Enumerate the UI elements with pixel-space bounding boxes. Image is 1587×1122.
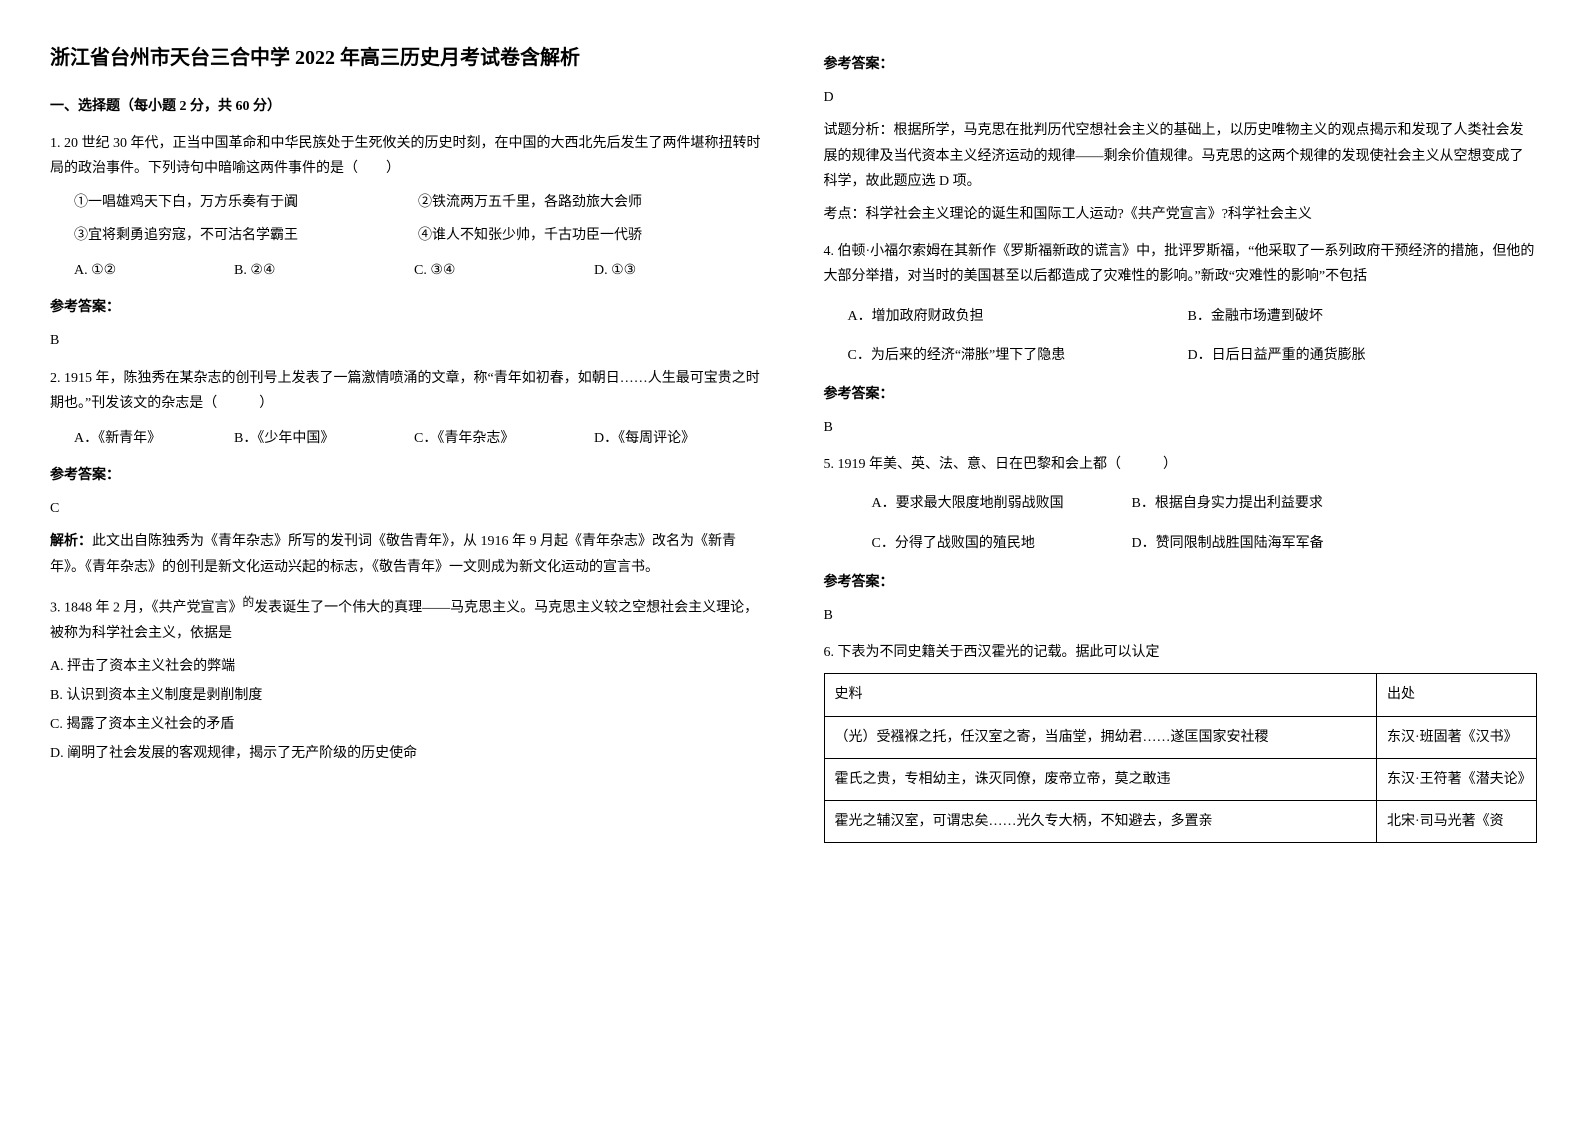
q3-choice-a: A. 抨击了资本主义社会的弊端: [50, 654, 764, 679]
question-1: 1. 20 世纪 30 年代，正当中国革命和中华民族处于生死攸关的历史时刻，在中…: [50, 131, 764, 283]
section-header: 一、选择题（每小题 2 分，共 60 分）: [50, 94, 764, 119]
q2-answer: C: [50, 496, 764, 521]
question-2: 2. 1915 年，陈独秀在某杂志的创刊号上发表了一篇激情喷涌的文章，称“青年如…: [50, 366, 764, 452]
q2-choice-a: A．《新青年》: [74, 426, 234, 451]
q3-choice-b: B. 认识到资本主义制度是剥削制度: [50, 683, 764, 708]
r3c2: 北宋·司马光著《资: [1377, 800, 1537, 842]
q5-text: 5. 1919 年美、英、法、意、日在巴黎和会上都（ ）: [824, 452, 1538, 477]
table-row: 霍光之辅汉室，可谓忠矣……光久专大柄，不知避去，多置亲 北宋·司马光著《资: [824, 800, 1537, 842]
th-shiliao: 史料: [824, 674, 1377, 716]
q3-sup: 的: [243, 596, 255, 609]
question-6: 6. 下表为不同史籍关于西汉霍光的记载。据此可以认定 史料 出处 （光）受襁褓之…: [824, 640, 1538, 843]
r1c2: 东汉·班固著《汉书》: [1377, 716, 1537, 758]
q4-choice-d: D．日后日益严重的通货膨胀: [1188, 343, 1366, 368]
ref-answer-label-1: 参考答案：: [50, 295, 764, 320]
q5-choice-d: D．赞同限制战胜国陆海军军备: [1132, 531, 1324, 556]
table-row: 霍氏之贵，专相幼主，诛灭同僚，废帝立帝，莫之敢违 东汉·王符著《潜夫论》: [824, 758, 1537, 800]
q1-choice-a: A. ①②: [74, 258, 234, 283]
ref-answer-label-3: 参考答案：: [824, 52, 1538, 77]
q6-table: 史料 出处 （光）受襁褓之托，任汉室之寄，当庙堂，拥幼君……遂匡国家安社稷 东汉…: [824, 673, 1538, 843]
r1c1: （光）受襁褓之托，任汉室之寄，当庙堂，拥幼君……遂匡国家安社稷: [824, 716, 1377, 758]
q4-choice-c: C．为后来的经济“滞胀”埋下了隐患: [848, 343, 1188, 368]
r2c1: 霍氏之贵，专相幼主，诛灭同僚，废帝立帝，莫之敢违: [824, 758, 1377, 800]
q1-opt2: ②铁流两万五千里，各路劲旅大会师: [418, 190, 642, 215]
question-4: 4. 伯顿·小福尔索姆在其新作《罗斯福新政的谎言》中，批评罗斯福，“他采取了一系…: [824, 239, 1538, 368]
q3-analysis: 试题分析：根据所学，马克思在批判历代空想社会主义的基础上，以历史唯物主义的观点揭…: [824, 118, 1538, 194]
q4-answer: B: [824, 415, 1538, 440]
q3-text: 3. 1848 年 2 月，《共产党宣言》的发表诞生了一个伟大的真理——马克思主…: [50, 592, 764, 646]
q2-choice-b: B．《少年中国》: [234, 426, 414, 451]
q3-choice-d: D. 阐明了社会发展的客观规律，揭示了无产阶级的历史使命: [50, 741, 764, 766]
question-3: 3. 1848 年 2 月，《共产党宣言》的发表诞生了一个伟大的真理——马克思主…: [50, 592, 764, 767]
q4-choice-a: A．增加政府财政负担: [848, 304, 1188, 329]
ref-answer-label-4: 参考答案：: [824, 382, 1538, 407]
q1-opt1: ①一唱雄鸡天下白，万方乐奏有于阗: [74, 190, 298, 215]
q2-explain: 解析：此文出自陈独秀为《青年杂志》所写的发刊词《敬告青年》，从 1916 年 9…: [50, 529, 764, 579]
explain-label: 解析：: [50, 534, 92, 549]
question-5: 5. 1919 年美、英、法、意、日在巴黎和会上都（ ） A．要求最大限度地削弱…: [824, 452, 1538, 556]
th-chuchu: 出处: [1377, 674, 1537, 716]
q2-explain-text: 此文出自陈独秀为《青年杂志》所写的发刊词《敬告青年》，从 1916 年 9 月起…: [50, 534, 736, 574]
r3c1: 霍光之辅汉室，可谓忠矣……光久专大柄，不知避去，多置亲: [824, 800, 1377, 842]
q1-opt3: ③宜将剩勇追穷寇，不可沽名学霸王: [74, 223, 298, 248]
q2-text: 2. 1915 年，陈独秀在某杂志的创刊号上发表了一篇激情喷涌的文章，称“青年如…: [50, 366, 764, 416]
q5-choice-b: B．根据自身实力提出利益要求: [1132, 491, 1323, 516]
q1-choice-c: C. ③④: [414, 258, 594, 283]
q4-text: 4. 伯顿·小福尔索姆在其新作《罗斯福新政的谎言》中，批评罗斯福，“他采取了一系…: [824, 239, 1538, 289]
q1-choice-b: B. ②④: [234, 258, 414, 283]
q3-kaodian: 考点：科学社会主义理论的诞生和国际工人运动?《共产党宣言》?科学社会主义: [824, 202, 1538, 227]
q2-choice-d: D．《每周评论》: [594, 426, 695, 451]
q1-opt4: ④谁人不知张少帅，千古功臣一代骄: [418, 223, 642, 248]
q5-answer: B: [824, 603, 1538, 628]
page-title: 浙江省台州市天台三合中学 2022 年高三历史月考试卷含解析: [50, 40, 764, 76]
table-row: （光）受襁褓之托，任汉室之寄，当庙堂，拥幼君……遂匡国家安社稷 东汉·班固著《汉…: [824, 716, 1537, 758]
q5-choice-c: C．分得了战败国的殖民地: [872, 531, 1132, 556]
q2-choice-c: C．《青年杂志》: [414, 426, 594, 451]
r2c2: 东汉·王符著《潜夫论》: [1377, 758, 1537, 800]
q6-text: 6. 下表为不同史籍关于西汉霍光的记载。据此可以认定: [824, 640, 1538, 665]
q1-text: 1. 20 世纪 30 年代，正当中国革命和中华民族处于生死攸关的历史时刻，在中…: [50, 131, 764, 181]
q1-answer: B: [50, 328, 764, 353]
q5-choice-a: A．要求最大限度地削弱战败国: [872, 491, 1132, 516]
q3-choice-c: C. 揭露了资本主义社会的矛盾: [50, 712, 764, 737]
q4-choice-b: B．金融市场遭到破坏: [1188, 304, 1323, 329]
q3-answer: D: [824, 85, 1538, 110]
table-header-row: 史料 出处: [824, 674, 1537, 716]
ref-answer-label-2: 参考答案：: [50, 463, 764, 488]
q1-choice-d: D. ①③: [594, 258, 636, 283]
q3-text-a: 3. 1848 年 2 月，《共产党宣言》: [50, 600, 243, 615]
ref-answer-label-5: 参考答案：: [824, 570, 1538, 595]
